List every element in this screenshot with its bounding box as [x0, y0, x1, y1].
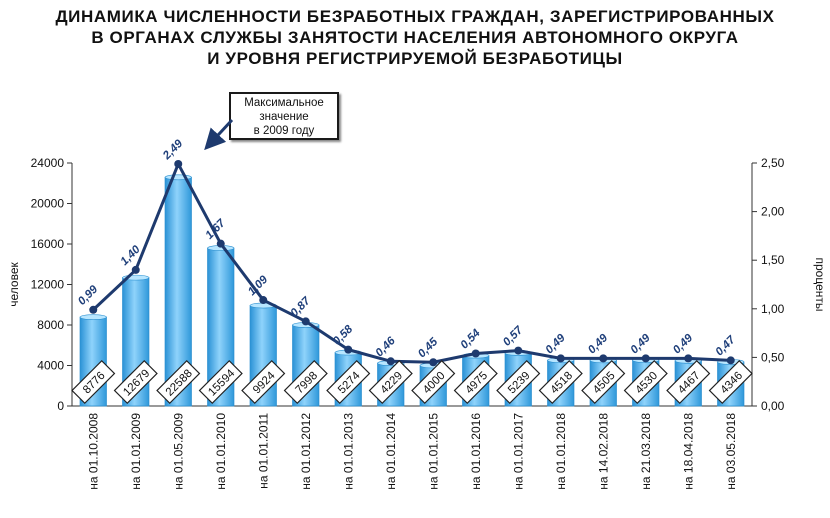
rate-point-12: [599, 354, 608, 363]
rate-point-7: [386, 357, 395, 366]
x-tick-label-6: на 01.01.2013: [341, 413, 355, 490]
rate-label-10: 0,57: [501, 324, 526, 349]
bar-value-frame-4: [241, 359, 286, 405]
bar-value-frame-5: [283, 359, 328, 405]
bar-value-box-13: 4530: [623, 359, 668, 405]
left-tick-label: 20000: [31, 197, 65, 211]
bar-value-frame-9: [453, 359, 498, 405]
x-tick-label-7: на 01.01.2014: [384, 413, 398, 490]
x-tick-label-9: на 01.01.2016: [469, 413, 483, 490]
bar-value-frame-11: [538, 359, 583, 405]
rate-point-0: [89, 305, 98, 314]
max-value-callout: Максимальное значение в 2009 году: [229, 92, 339, 140]
rate-point-11: [556, 354, 565, 363]
rate-point-3: [216, 239, 225, 248]
unemployment-rate-line: [92, 162, 731, 364]
rate-label-7: 0,46: [373, 335, 398, 360]
rate-point-8: [429, 358, 438, 367]
x-tick-label-13: на 21.03.2018: [639, 413, 653, 490]
rate-label-2: 2,49: [160, 137, 185, 162]
rate-label-6: 0,58: [331, 323, 356, 348]
left-tick-label: 8000: [37, 318, 64, 332]
right-tick-label: 2,00: [761, 205, 785, 219]
x-tick-label-1: на 01.01.2009: [129, 413, 143, 490]
rate-point-4: [259, 296, 268, 305]
rate-label-8: 0,45: [416, 336, 441, 361]
rate-label-9: 0,54: [458, 327, 483, 352]
bar-value-box-4: 9924: [241, 359, 286, 405]
rate-point-13: [641, 354, 650, 363]
right-tick-label: 1,00: [761, 302, 785, 316]
title-line-3: И УРОВНЯ РЕГИСТРИРУЕМОЙ БЕЗРАБОТИЦЫ: [207, 49, 623, 68]
right-tick-label: 0,00: [761, 399, 785, 413]
x-tick-label-10: на 01.01.2017: [511, 413, 525, 490]
bar-value-frame-12: [581, 359, 626, 405]
x-tick-label-4: на 01.01.2011: [256, 413, 270, 489]
bar-value-frame-7: [368, 359, 413, 405]
rate-point-9: [471, 349, 480, 358]
x-tick-label-2: на 01.05.2009: [171, 413, 185, 490]
right-tick-label: 2,50: [761, 156, 785, 170]
x-tick-label-8: на 01.01.2015: [426, 413, 440, 490]
x-tick-label-12: на 14.02.2018: [596, 413, 610, 490]
rate-point-14: [684, 354, 693, 363]
right-tick-label: 1,50: [761, 253, 785, 267]
rate-point-15: [726, 356, 735, 365]
bar-value-box-12: 4505: [581, 359, 626, 405]
bar-value-frame-10: [496, 359, 541, 405]
bar-value-frame-15: [708, 359, 753, 405]
rate-point-5: [301, 317, 310, 326]
bar-top-0: [79, 314, 107, 320]
left-tick-label: 16000: [31, 237, 65, 251]
rate-point-10: [514, 346, 523, 355]
chart-title: ДИНАМИКА ЧИСЛЕННОСТИ БЕЗРАБОТНЫХ ГРАЖДАН…: [0, 6, 830, 69]
callout-arrow: [204, 118, 234, 151]
rate-point-6: [344, 345, 353, 354]
bar-value-frame-6: [326, 359, 371, 405]
bar-value-frame-0: [71, 359, 116, 405]
rate-label-13: 0,49: [628, 332, 653, 357]
rate-label-12: 0,49: [586, 332, 611, 357]
bar-value-frame-3: [198, 359, 243, 405]
rate-point-2: [174, 159, 183, 168]
callout-line-2: значение: [259, 111, 309, 123]
bar-value-frame-14: [666, 359, 711, 405]
callout-line-1: Максимальное: [244, 97, 324, 109]
left-tick-label: 24000: [31, 156, 65, 170]
rate-label-11: 0,49: [543, 332, 568, 357]
left-tick-label: 4000: [37, 359, 64, 373]
bar-value-frame-1: [113, 359, 158, 405]
title-line-2: В ОРГАНАХ СЛУЖБЫ ЗАНЯТОСТИ НАСЕЛЕНИЯ АВТ…: [91, 28, 739, 47]
rate-point-1: [131, 265, 140, 274]
rate-label-15: 0,47: [713, 334, 738, 359]
y-axis-label-right: проценты: [813, 257, 827, 311]
rate-label-0: 0,99: [76, 283, 101, 308]
right-tick-label: 0,50: [761, 350, 785, 364]
rate-label-14: 0,49: [671, 332, 696, 357]
bar-value-frame-8: [411, 359, 456, 405]
rate-label-5: 0,87: [288, 295, 313, 320]
y-axis-label-left: человек: [7, 262, 21, 307]
x-tick-label-14: на 18.04.2018: [681, 413, 695, 490]
left-tick-label: 0: [57, 399, 64, 413]
bar-value-box-15: 4346: [708, 359, 753, 405]
x-tick-label-0: на 01.10.2008: [86, 413, 100, 490]
callout-line-3: в 2009 году: [253, 125, 315, 137]
x-tick-label-5: на 01.01.2012: [299, 413, 313, 490]
title-line-1: ДИНАМИКА ЧИСЛЕННОСТИ БЕЗРАБОТНЫХ ГРАЖДАН…: [55, 7, 775, 26]
bar-value-box-6: 5274: [326, 359, 371, 405]
left-tick-label: 12000: [31, 278, 65, 292]
x-tick-label-11: на 01.01.2018: [554, 413, 568, 490]
x-tick-label-15: на 03.05.2018: [724, 413, 738, 490]
x-tick-label-3: на 01.01.2010: [214, 413, 228, 490]
bar-value-frame-2: [156, 359, 201, 405]
bar-value-frame-13: [623, 359, 668, 405]
